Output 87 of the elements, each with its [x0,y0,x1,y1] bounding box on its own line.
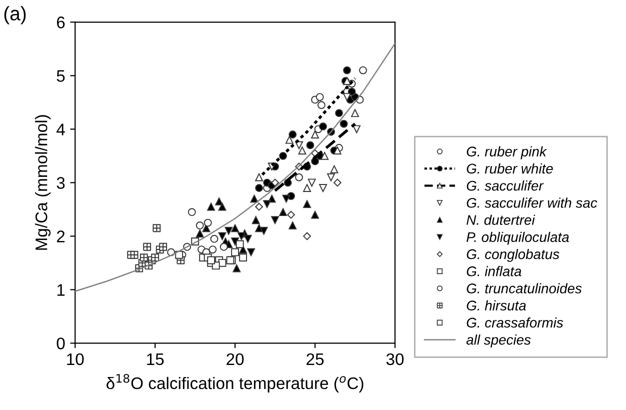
point [311,157,319,166]
y-tick-label: 5 [56,70,65,82]
point [317,101,326,110]
y-tick-label: 2 [56,230,65,242]
legend-label: G. crassaformis [466,317,564,328]
point [333,146,342,155]
x-tick-label: 20 [226,353,244,366]
point [204,218,212,227]
x-tick-label: 10 [67,353,84,366]
point [196,230,204,238]
point [236,240,244,248]
point [218,202,226,211]
point [152,224,161,232]
point [196,222,204,230]
point [282,194,290,203]
point [231,238,240,246]
point [303,200,311,208]
x-axis-title: δ$^{18}$O calcification temperature ($^{o}$C) [106,374,364,392]
point [327,173,335,182]
point [239,254,248,262]
point [343,66,351,74]
point [288,222,297,230]
y-tick-label: 4 [56,124,65,136]
point [232,264,241,272]
legend-label: G. sacculifer with sac [466,198,598,208]
point [220,242,228,251]
point [140,254,148,262]
y-tick-label: 1 [57,284,65,296]
point [348,88,356,96]
point [143,242,152,251]
point [308,178,316,187]
y-tick-label: 6 [56,16,65,28]
point [239,246,248,254]
point [320,152,329,160]
point [319,122,327,130]
point [343,93,351,102]
y-axis-title: Mg/Ca (mmol/mol) [35,115,51,250]
point [130,250,138,259]
point [238,232,246,240]
point [252,216,260,224]
x-tick-label: 30 [386,353,404,366]
point [159,242,168,251]
point [340,120,348,128]
legend-label: G. truncatulinoides [466,283,582,294]
point [316,93,324,102]
x-tick-label: 25 [306,353,324,366]
legend-label: G. conglobatus [466,248,560,262]
legend-label: P. obliquiloculata [466,232,569,245]
point [260,226,268,235]
point [330,165,338,174]
point [224,226,233,235]
point [207,256,216,264]
text: (a) [4,6,26,24]
point [244,234,252,243]
point [218,232,226,240]
legend-label: N. dutertrei [466,214,536,225]
point [263,200,272,208]
point [335,109,343,118]
point [207,202,216,211]
point [255,184,264,192]
point [359,66,367,74]
y-tick-label: 3 [56,177,65,189]
legend-label: G. ruber pink [466,146,547,160]
legend-label: all species [466,334,531,348]
legend-label: G. ruber white [466,163,553,174]
point [284,178,292,187]
point [306,141,314,150]
point [285,136,294,144]
point [231,224,240,232]
legend-label: G. sacculifer [466,180,544,191]
line-series [75,42,396,292]
point [295,173,303,182]
y-tick-label: 0 [56,338,65,350]
point [311,210,319,219]
point [271,216,280,224]
point [210,234,218,243]
point [279,208,288,216]
x-tick-label: 15 [147,354,164,366]
point [247,248,256,256]
point [288,130,297,138]
point [188,208,196,216]
point [231,248,240,256]
point [250,194,258,203]
point [255,173,264,182]
legend-label: G. inflata [466,266,522,276]
legend-label: G. hirsuta [466,300,526,310]
point [175,250,184,259]
